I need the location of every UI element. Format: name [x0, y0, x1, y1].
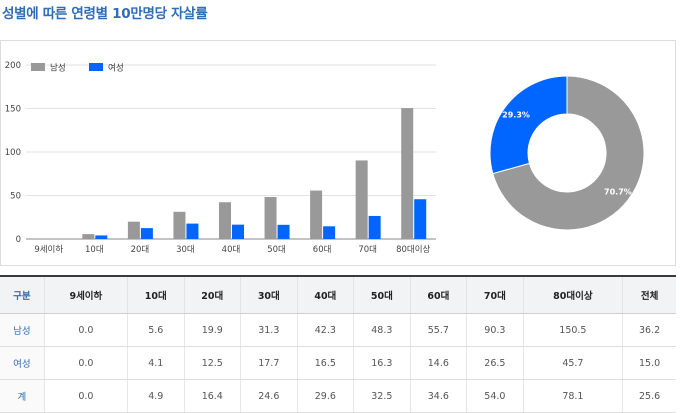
x-tick-label: 80대이상: [396, 244, 430, 255]
table-cell: 0.0: [43, 313, 128, 347]
table-header-cell: 60대: [409, 275, 467, 314]
legend-swatch: [31, 63, 45, 71]
bar-female: [368, 215, 381, 239]
donut-chart: 70.7% 29.3%: [489, 75, 645, 231]
table-cell: 4.9: [127, 379, 185, 413]
legend-swatch: [89, 63, 103, 71]
bar-female: [414, 199, 427, 239]
y-tick-label: 50: [10, 192, 21, 202]
table-header-cell: 20대: [183, 275, 241, 314]
x-tick-label: 70대: [358, 245, 377, 255]
y-tick-label: 0: [16, 235, 21, 245]
donut-slice: [492, 75, 645, 231]
y-tick-label: 100: [5, 148, 21, 158]
bar-male: [355, 160, 368, 239]
y-tick-label: 150: [5, 105, 21, 115]
bar-female: [95, 235, 108, 239]
table-header-cell: 80대이상: [522, 275, 623, 314]
bar-male: [127, 221, 140, 239]
table-cell: 5.6: [127, 313, 185, 347]
donut-slice-label: 70.7%: [604, 188, 632, 197]
bar-male: [173, 211, 186, 239]
table-cell: 16.5: [296, 346, 354, 380]
bar-female: [232, 224, 244, 239]
table-cell: 54.0: [466, 379, 524, 413]
x-tick-label: 9세이하: [34, 244, 63, 255]
chart-panel: 0 50 100 150 200 9세이하 10대 20대 30대 40대 50대 60대 70대 80대…: [0, 40, 676, 266]
bar-male: [219, 202, 231, 239]
table-cell: 17.7: [240, 346, 298, 380]
table-header-cell: 40대: [296, 275, 354, 314]
table-cell: 42.3: [296, 313, 354, 347]
table-header-cell: 30대: [240, 275, 298, 314]
bar-chart: 0 50 100 150 200 9세이하 10대 20대 30대 40대 50대 60대 70대 80대…: [5, 61, 436, 255]
charts-svg: 0 50 100 150 200 9세이하 10대 20대 30대 40대 50대 60대 70대 80대…: [5, 61, 645, 255]
x-tick-label: 50대: [267, 245, 286, 255]
table-row-label: 여성: [0, 346, 45, 380]
page-title: 성별에 따른 연령별 10만명당 자살률: [2, 6, 208, 22]
table-row: 남성 0.0 5.6 19.9 31.3 42.3 48.3 55.7 90.3 150.5 36.…: [0, 313, 676, 347]
legend-label: 남성: [50, 64, 66, 74]
table-header-cell: 전체: [622, 275, 676, 314]
table-header-cell: 9세이하: [43, 275, 128, 314]
table-cell: 150.5: [522, 313, 623, 347]
table-cell: 36.2: [622, 313, 676, 347]
table-row-label: 계: [0, 379, 45, 413]
table-header-cell: 70대: [466, 275, 524, 314]
table-cell: 19.9: [183, 313, 241, 347]
y-tick-label: 200: [5, 61, 21, 71]
x-tick-label: 10대: [85, 245, 104, 255]
table-cell: 16.3: [353, 346, 411, 380]
table-header-cell: 50대: [353, 275, 411, 314]
table-cell: 48.3: [353, 313, 411, 347]
table-header-cell: 구분: [0, 275, 45, 314]
x-tick-label: 60대: [313, 245, 332, 255]
table-row: 계 0.0 4.9 16.4 24.6 29.6 32.5 34.6 54.0 78.1 25.6: [0, 379, 676, 413]
table-cell: 45.7: [522, 346, 623, 380]
table-cell: 55.7: [409, 313, 467, 347]
donut-slice: [489, 75, 568, 175]
bar-female: [186, 223, 199, 239]
table-cell: 24.6: [240, 379, 298, 413]
table-cell: 25.6: [622, 379, 676, 413]
table-header-row: 구분 9세이하 10대 20대 30대 40대 50대 60대 70대 80대이상 전체: [0, 275, 676, 314]
table-header-cell: 10대: [127, 275, 185, 314]
table-cell: 16.4: [183, 379, 241, 413]
table-cell: 4.1: [127, 346, 185, 380]
table-cell: 31.3: [240, 313, 298, 347]
bar-female: [277, 224, 290, 239]
table-row: 여성 0.0 4.1 12.5 17.7 16.5 16.3 14.6 26.5 45.7 15.0: [0, 346, 676, 380]
table-row-label: 남성: [0, 313, 45, 347]
table-cell: 15.0: [622, 346, 676, 380]
x-tick-label: 20대: [131, 245, 150, 255]
table-body: 남성 0.0 5.6 19.9 31.3 42.3 48.3 55.7 90.3 150.5 36.…: [0, 313, 676, 413]
table-cell: 0.0: [43, 379, 128, 413]
table-cell: 0.0: [43, 346, 128, 380]
bar-male: [310, 190, 323, 239]
table-cell: 29.6: [296, 379, 354, 413]
table-cell: 26.5: [466, 346, 524, 380]
table-cell: 14.6: [409, 346, 467, 380]
bar-male: [82, 234, 95, 239]
table-cell: 78.1: [522, 379, 623, 413]
stats-table: 구분 9세이하 10대 20대 30대 40대 50대 60대 70대 80대이상 전체 남성 0.0…: [0, 275, 676, 413]
table-cell: 34.6: [409, 379, 467, 413]
bar-male: [264, 196, 277, 239]
x-tick-label: 40대: [222, 245, 241, 255]
donut-slice-label: 29.3%: [502, 110, 530, 119]
legend-label: 여성: [108, 63, 124, 74]
x-tick-label: 30대: [176, 245, 195, 255]
table-cell: 32.5: [353, 379, 411, 413]
table-cell: 90.3: [466, 313, 524, 347]
bar-female: [140, 228, 153, 239]
bar-female: [323, 226, 336, 239]
bar-male: [401, 108, 414, 239]
table-cell: 12.5: [183, 346, 241, 380]
